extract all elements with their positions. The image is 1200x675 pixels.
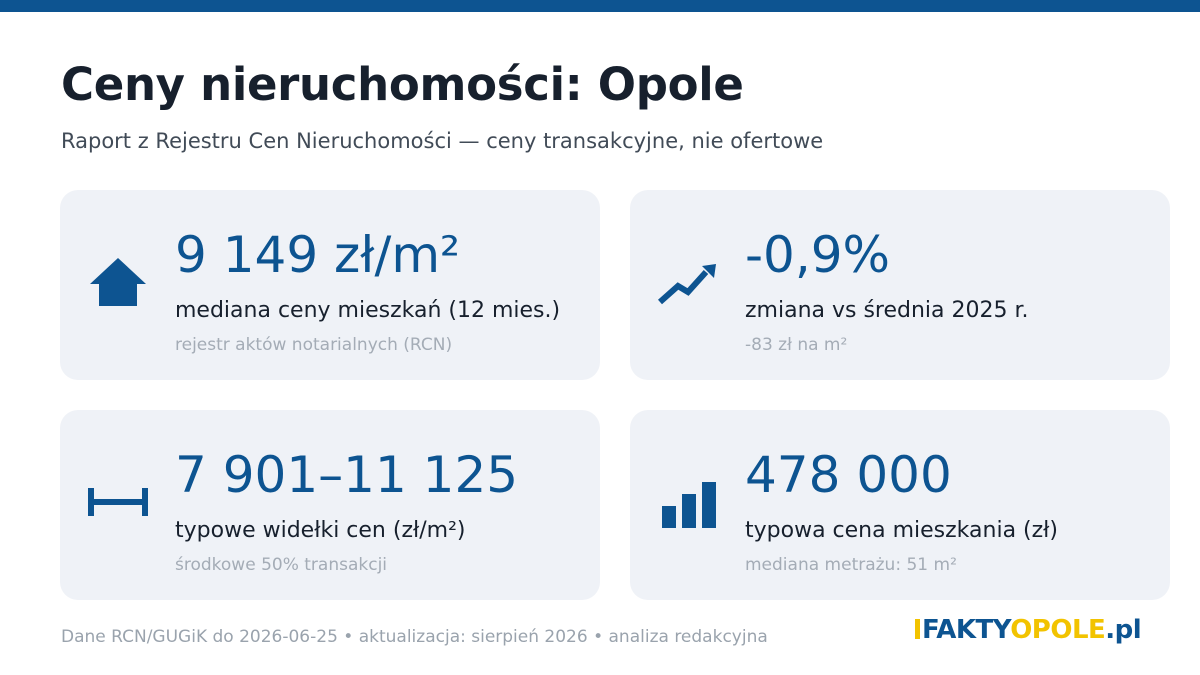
logo-bar-icon <box>915 619 920 639</box>
logo-part-domain: .pl <box>1105 615 1142 645</box>
page-subtitle: Raport z Rejestru Cen Nieruchomości — ce… <box>61 129 824 153</box>
footer-source: Dane RCN/GUGiK do 2026-06-25 • aktualiza… <box>61 627 768 647</box>
stat-value: -0,9% <box>745 226 891 284</box>
faktyopole-logo[interactable]: FAKTYOPOLE.pl <box>915 615 1142 645</box>
bar-chart-icon <box>658 470 722 534</box>
stat-card-change: -0,9% zmiana vs średnia 2025 r. -83 zł n… <box>630 190 1170 380</box>
stat-label: typowa cena mieszkania (zł) <box>745 518 1059 543</box>
stat-value: 7 901–11 125 <box>175 446 519 504</box>
stat-note: środkowe 50% transakcji <box>175 555 388 575</box>
range-icon <box>88 470 152 534</box>
stat-note: -83 zł na m² <box>745 335 848 355</box>
top-accent-bar <box>0 0 1200 12</box>
stat-card-median-price: 9 149 zł/m² mediana ceny mieszkań (12 mi… <box>60 190 600 380</box>
logo-part-opole: OPOLE <box>1010 615 1106 645</box>
stat-card-typical-price: 478 000 typowa cena mieszkania (zł) medi… <box>630 410 1170 600</box>
stat-value: 478 000 <box>745 446 952 504</box>
stat-label: typowe widełki cen (zł/m²) <box>175 518 466 543</box>
logo-part-fakty: FAKTY <box>922 615 1011 645</box>
stat-note: mediana metrażu: 51 m² <box>745 555 957 575</box>
stat-note: rejestr aktów notarialnych (RCN) <box>175 335 453 355</box>
stat-label: mediana ceny mieszkań (12 mies.) <box>175 298 561 323</box>
stat-value: 9 149 zł/m² <box>175 226 461 284</box>
stat-card-price-range: 7 901–11 125 typowe widełki cen (zł/m²) … <box>60 410 600 600</box>
house-icon <box>88 250 152 314</box>
trend-up-icon <box>658 250 722 314</box>
stat-label: zmiana vs średnia 2025 r. <box>745 298 1029 323</box>
page-title: Ceny nieruchomości: Opole <box>61 58 744 111</box>
